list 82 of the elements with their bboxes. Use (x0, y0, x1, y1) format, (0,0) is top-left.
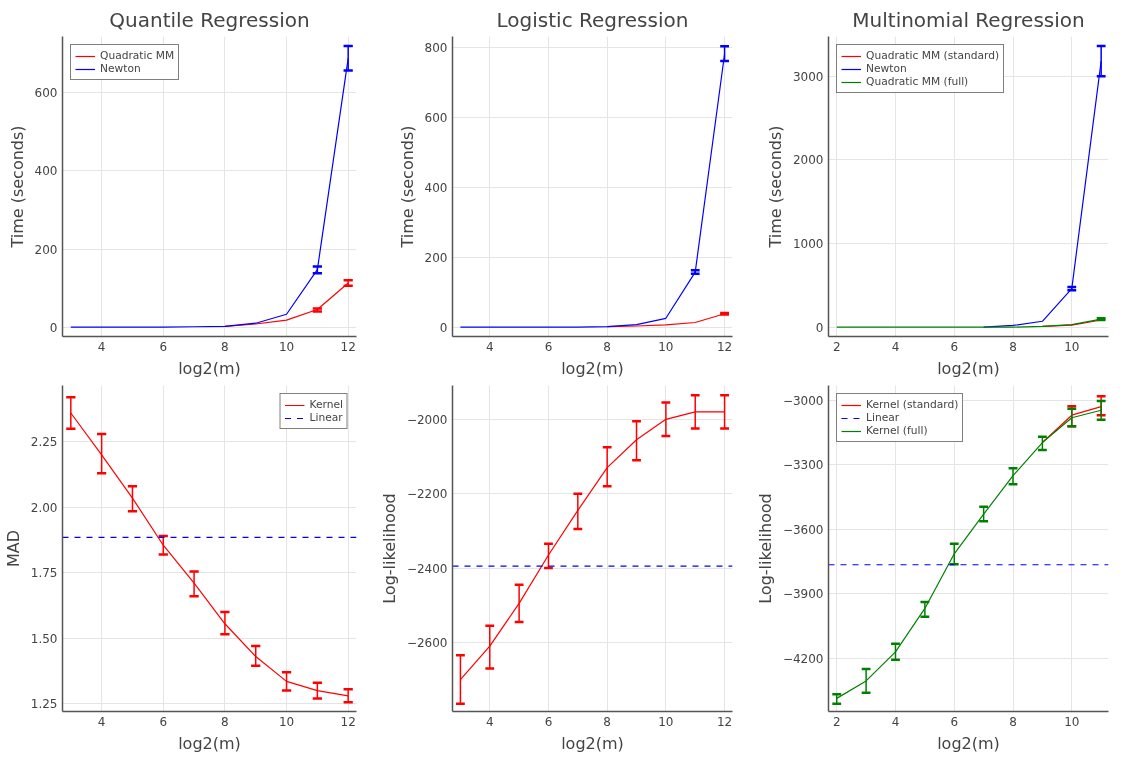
legend-label: Quadratic MM (full) (866, 75, 969, 88)
y-tick-label: 200 (424, 250, 448, 265)
y-axis-title: Time (seconds) (397, 125, 417, 249)
x-axis-title: log2(m) (937, 733, 1000, 753)
y-tick-label: 0 (49, 320, 58, 335)
x-tick-label: 12 (340, 339, 356, 354)
y-tick-label: 2.25 (30, 435, 58, 450)
x-tick-label: 4 (97, 714, 106, 729)
y-tick-label: 200 (34, 242, 58, 257)
x-axis-title: log2(m) (178, 733, 241, 753)
legend-label: Quadratic MM (standard) (866, 49, 1000, 62)
y-tick-label: −2400 (406, 561, 448, 576)
x-tick-label: 12 (716, 714, 733, 729)
legend-label: Linear (309, 411, 343, 424)
y-axis-title: Time (seconds) (7, 125, 27, 249)
x-tick-label: 10 (278, 339, 295, 354)
x-tick-label: 4 (97, 339, 106, 354)
y-tick-label: 1000 (792, 237, 824, 251)
y-tick-label: 2.00 (30, 500, 58, 515)
x-tick-label: 4 (891, 339, 900, 354)
x-tick-label: 8 (221, 339, 229, 354)
y-tick-label: 1.75 (30, 566, 58, 581)
y-tick-label: −4200 (782, 651, 824, 666)
y-tick-label: 400 (34, 164, 58, 179)
x-tick-label: 10 (658, 339, 674, 354)
chart-title: Quantile Regression (109, 7, 310, 32)
x-tick-label: 10 (1064, 714, 1080, 729)
y-tick-label: 1.25 (30, 697, 58, 712)
x-tick-label: 8 (1009, 339, 1017, 354)
y-tick-label: −2200 (406, 487, 448, 502)
x-tick-label: 8 (603, 714, 611, 729)
y-tick-label: 600 (424, 110, 448, 125)
legend-label: Kernel (full) (866, 424, 928, 437)
x-tick-label: 12 (716, 339, 733, 354)
y-axis-title: Log-likelihood (755, 493, 775, 604)
x-tick-label: 4 (485, 714, 494, 729)
y-tick-label: 600 (34, 86, 58, 101)
y-tick-label: −2600 (406, 635, 448, 650)
y-tick-label: −2000 (406, 412, 448, 427)
y-tick-label: 1.50 (30, 631, 58, 646)
x-tick-label: 10 (278, 714, 295, 729)
x-tick-label: 2 (832, 714, 841, 729)
chart-title: Logistic Regression (496, 7, 689, 32)
chart-title: Multinomial Regression (852, 7, 1085, 32)
x-tick-label: 8 (1009, 714, 1017, 729)
x-tick-label: 8 (603, 339, 611, 354)
x-tick-label: 6 (544, 339, 553, 354)
y-tick-label: 0 (815, 320, 824, 335)
x-axis-title: log2(m) (937, 358, 1000, 378)
x-tick-label: 6 (544, 714, 553, 729)
legend-label: Newton (100, 62, 141, 75)
legend-label: Linear (866, 411, 900, 424)
y-tick-label: 400 (424, 180, 448, 195)
x-tick-label: 4 (891, 714, 900, 729)
x-tick-label: 10 (1064, 339, 1080, 354)
x-tick-label: 6 (159, 339, 168, 354)
y-tick-label: −3900 (782, 587, 824, 602)
y-tick-label: −3000 (782, 393, 824, 408)
y-tick-label: 800 (424, 40, 448, 55)
y-axis-title: Time (seconds) (765, 125, 785, 249)
x-tick-label: 6 (159, 714, 168, 729)
x-tick-label: 10 (658, 714, 674, 729)
legend-label: Kernel (309, 398, 343, 411)
y-tick-label: −3600 (782, 522, 824, 537)
x-axis-title: log2(m) (561, 733, 624, 753)
y-tick-label: 0 (439, 320, 448, 335)
y-tick-label: 3000 (792, 69, 824, 84)
y-axis-title: Log-likelihood (379, 493, 399, 604)
y-tick-label: 2000 (792, 153, 824, 168)
legend-label: Kernel (standard) (866, 398, 959, 411)
x-tick-label: 4 (485, 339, 494, 354)
legend-label: Quadratic MM (100, 49, 175, 62)
x-tick-label: 2 (832, 339, 841, 354)
y-axis-title: MAD (3, 529, 23, 568)
legend-label: Newton (866, 62, 907, 75)
x-tick-label: 12 (340, 714, 356, 729)
x-tick-label: 6 (950, 714, 959, 729)
x-tick-label: 8 (221, 714, 229, 729)
x-axis-title: log2(m) (178, 358, 241, 378)
x-tick-label: 6 (950, 339, 959, 354)
y-tick-label: −3300 (782, 458, 824, 473)
x-axis-title: log2(m) (561, 358, 624, 378)
